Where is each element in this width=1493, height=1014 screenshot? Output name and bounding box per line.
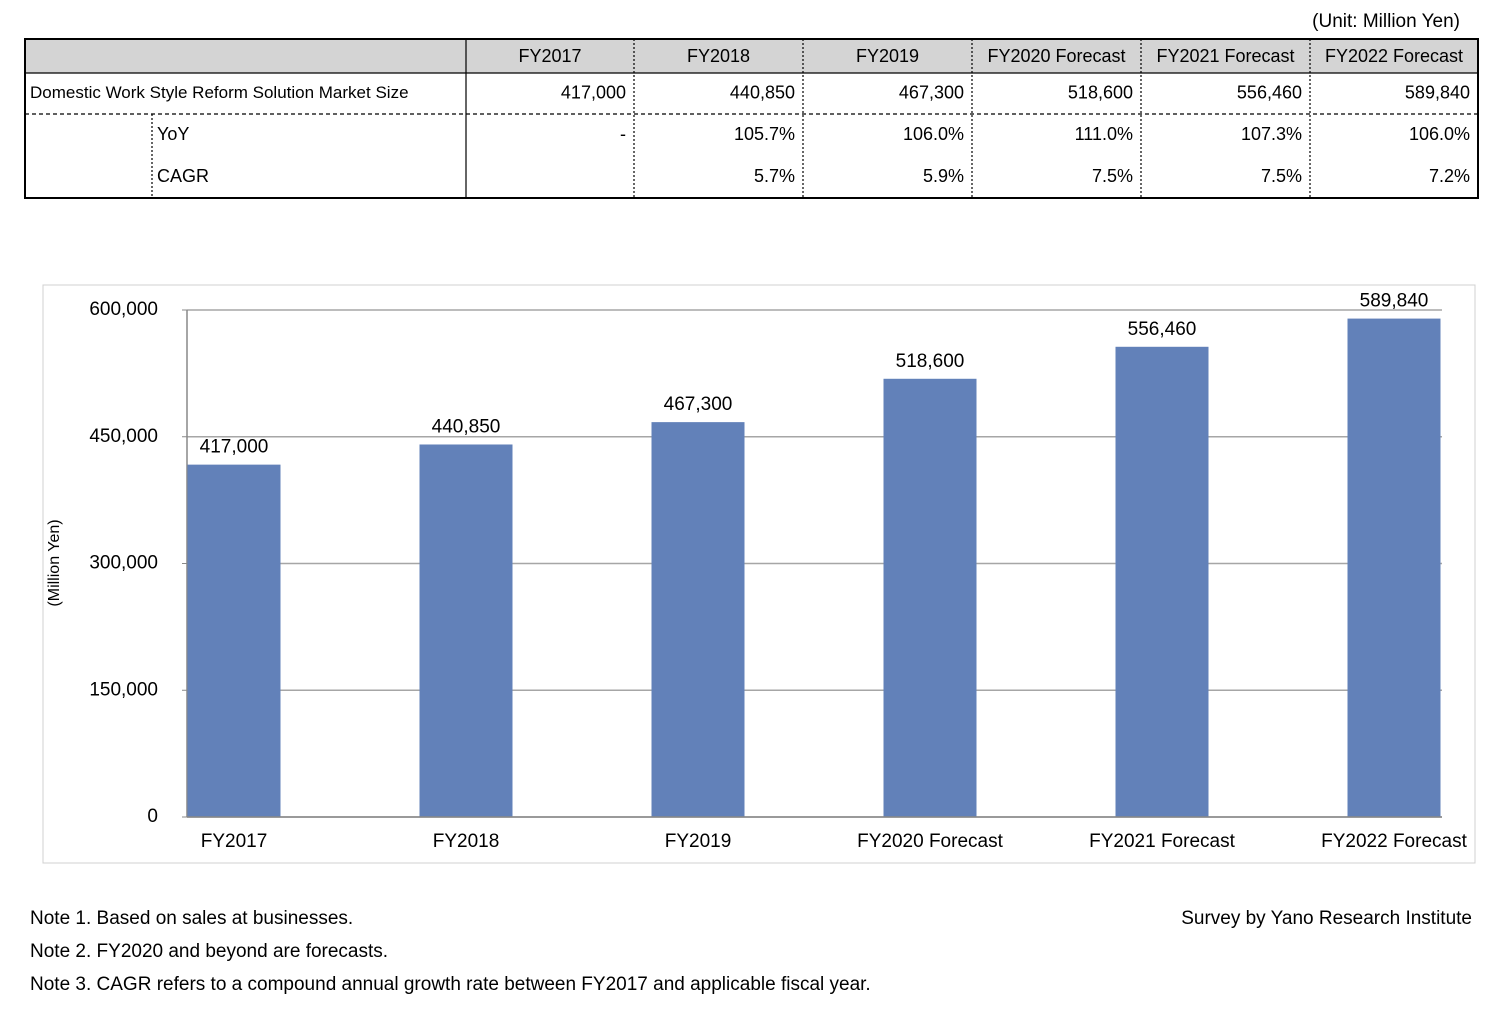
x-tick-label: FY2019 [665, 831, 732, 852]
source: Survey by Yano Research Institute [1181, 908, 1472, 929]
cell: 7.5% [1092, 166, 1133, 186]
y-tick-label: 0 [147, 806, 158, 827]
x-tick-label: FY2020 Forecast [857, 831, 1003, 852]
y-axis-label: (Million Yen) [46, 519, 63, 606]
cell: 5.7% [754, 166, 795, 186]
value-label: 467,300 [664, 394, 733, 415]
row-label: YoY [157, 124, 189, 144]
bar [1347, 318, 1441, 817]
table: FY2017 FY2018 FY2019 FY2020 Forecast FY2021 … [24, 38, 1479, 199]
note: Note 3. CAGR refers to a compound annual… [30, 974, 871, 995]
column-header: FY2021 Forecast [1156, 46, 1294, 66]
column-header: FY2017 [518, 46, 581, 66]
x-tick-label: FY2022 Forecast [1321, 831, 1467, 852]
table-border [24, 38, 1479, 199]
chart-frame [42, 284, 1476, 864]
cell: 518,600 [1068, 82, 1133, 102]
y-tick-label: 450,000 [89, 426, 158, 447]
x-tick-label: FY2017 [201, 831, 268, 852]
bar [187, 464, 281, 817]
column-header: FY2020 Forecast [987, 46, 1125, 66]
y-tick-label: 150,000 [89, 679, 158, 700]
value-label: 440,850 [432, 416, 501, 437]
row-label: CAGR [157, 166, 209, 186]
column-header: FY2018 [687, 46, 750, 66]
value-label: 556,460 [1128, 319, 1197, 340]
cell: 111.0% [1075, 124, 1133, 144]
x-tick-label: FY2018 [433, 831, 500, 852]
cell: 556,460 [1237, 82, 1302, 102]
note: Note 1. Based on sales at businesses. [30, 908, 353, 929]
column-header: FY2022 Forecast [1325, 46, 1463, 66]
cell: 7.2% [1429, 166, 1470, 186]
bar [883, 378, 977, 817]
bar [1115, 346, 1209, 817]
cell: 106.0% [903, 124, 964, 144]
bar [419, 444, 513, 817]
bar [651, 422, 745, 817]
cell: 467,300 [899, 82, 964, 102]
x-tick-label: FY2021 Forecast [1089, 831, 1235, 852]
y-tick-label: 600,000 [89, 299, 158, 320]
value-label: 589,840 [1360, 291, 1429, 312]
cell: 105.7% [734, 124, 795, 144]
cell: 440,850 [730, 82, 795, 102]
column-header: FY2019 [856, 46, 919, 66]
value-label: 518,600 [896, 351, 965, 372]
cell: 106.0% [1409, 124, 1470, 144]
cell: 417,000 [561, 82, 626, 102]
cell: - [620, 124, 626, 144]
cell: 589,840 [1405, 82, 1470, 102]
note: Note 2. FY2020 and beyond are forecasts. [30, 941, 388, 962]
cell: 107.3% [1241, 124, 1302, 144]
cell: 7.5% [1261, 166, 1302, 186]
notes: Survey by Yano Research Institute Note 1… [30, 908, 1472, 995]
value-label: 417,000 [200, 437, 269, 458]
unit-note: (Unit: Million Yen) [1312, 11, 1460, 32]
y-tick-label: 300,000 [89, 553, 158, 574]
row-label: Domestic Work Style Reform Solution Mark… [30, 83, 409, 102]
chart: 0 150,000 300,000 450,000 600,000 417,000 FY20… [89, 291, 1467, 852]
cell: 5.9% [923, 166, 964, 186]
header-bg [25, 39, 1478, 73]
